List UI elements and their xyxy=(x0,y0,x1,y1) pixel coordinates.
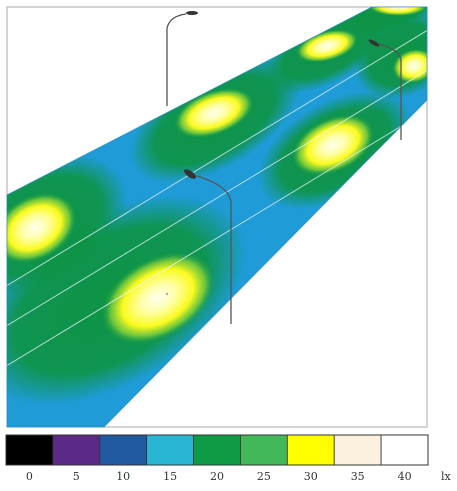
illuminance-legend xyxy=(5,434,429,466)
centre-marker xyxy=(165,292,169,296)
legend-label: 30 xyxy=(303,470,318,483)
legend-unit-label: lx xyxy=(441,470,451,483)
street-light-pole xyxy=(184,169,232,324)
light-pool xyxy=(368,7,427,16)
legend-swatch xyxy=(333,434,382,466)
legend-label: 40 xyxy=(397,470,412,483)
legend-label: 15 xyxy=(163,470,178,483)
lane-markings xyxy=(7,7,427,383)
light-pool xyxy=(291,114,375,176)
light-pool xyxy=(100,251,216,345)
legend-swatch xyxy=(52,434,101,466)
legend-frame xyxy=(5,434,429,466)
legend-swatch xyxy=(5,434,54,466)
light-pool xyxy=(173,87,255,139)
street-light-pole xyxy=(368,39,402,140)
legend-label: 5 xyxy=(72,470,80,483)
legend-label: 10 xyxy=(116,470,131,483)
light-pool xyxy=(392,48,427,84)
road-surface xyxy=(7,7,427,427)
legend-swatch xyxy=(146,434,194,466)
legend-swatch xyxy=(99,434,148,466)
light-pool xyxy=(7,192,78,264)
road-edge xyxy=(6,6,428,428)
legend-swatch xyxy=(193,434,241,466)
legend-label: 25 xyxy=(256,470,271,483)
legend-swatch xyxy=(286,434,335,466)
legend-label: 20 xyxy=(210,470,224,483)
legend-label: 0 xyxy=(25,470,33,483)
legend-label: 35 xyxy=(350,470,365,483)
legend-swatch xyxy=(380,434,429,466)
legend-swatch xyxy=(240,434,288,466)
street-light-pole xyxy=(166,11,198,106)
